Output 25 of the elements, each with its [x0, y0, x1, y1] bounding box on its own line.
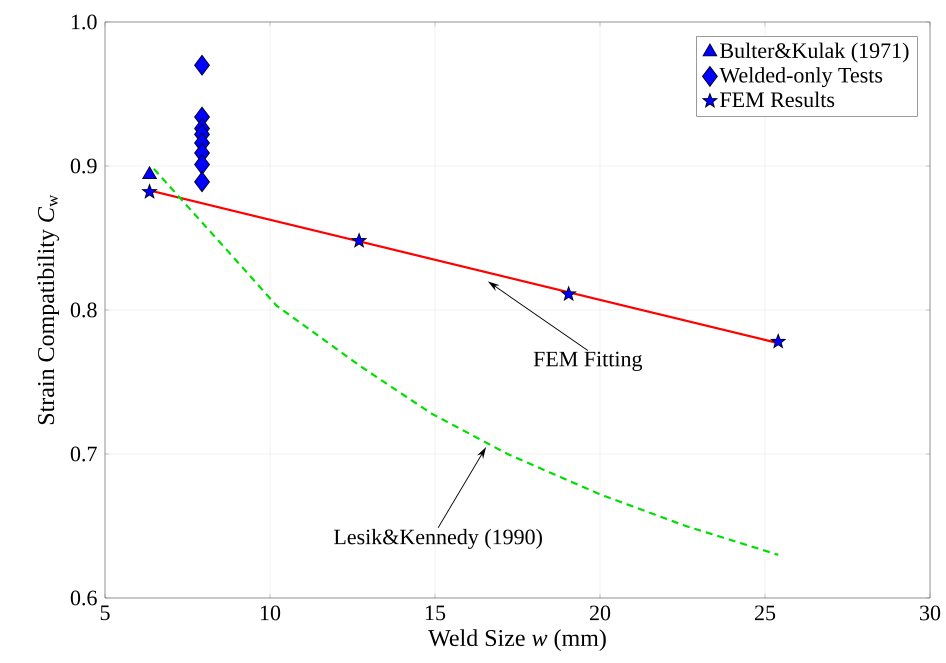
x-tick-label: 20 [590, 606, 610, 620]
point [194, 154, 210, 175]
point [194, 171, 210, 192]
x-tick-label: 15 [426, 606, 446, 620]
legend-label: Welded-only Tests [719, 67, 882, 88]
y-tick-label: 0.8 [70, 302, 97, 318]
annotation: Lesik&Kennedy (1990) [334, 528, 542, 549]
x-tick-label: 30 [920, 606, 940, 620]
point [352, 232, 367, 248]
point [561, 286, 576, 301]
point [194, 54, 210, 76]
y-tick-label: 1.0 [72, 14, 97, 30]
y-tick-label: 0.7 [70, 446, 97, 462]
legend-label: FEM Results [720, 92, 834, 108]
x-tick-label: 5 [100, 606, 110, 620]
x-axis-title: Weld Size w (mm) [428, 629, 606, 652]
y-axis-title: Strain Compatibility C$_{w}$ [37, 194, 60, 424]
y-tick-label: 0.9 [70, 158, 97, 174]
x-tick-label: 10 [260, 606, 280, 620]
point [142, 184, 158, 198]
point [770, 334, 786, 348]
legend-label: Bulter&Kulak (1971) [720, 42, 908, 63]
y-tick-label: 0.6 [70, 590, 97, 606]
annotation: FEM Fitting [534, 352, 642, 371]
x-tick-label: 25 [754, 606, 776, 620]
